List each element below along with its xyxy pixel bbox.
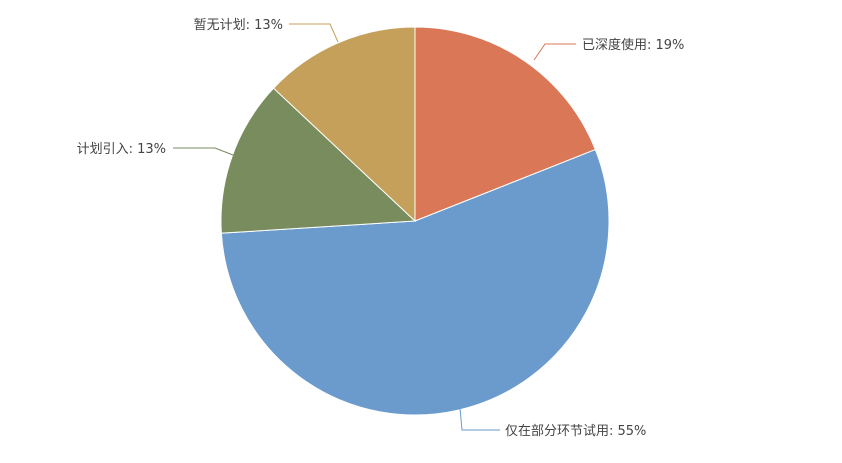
leader-line [173,147,234,156]
slice-label-partial-trial: 仅在部分环节试用: 55% [505,424,646,439]
slice-no-plan[interactable] [272,26,416,223]
slice-label-no-plan: 暂无计划: 13% [194,18,283,33]
slice-label-deep-use: 已深度使用: 19% [582,37,684,53]
leader-line [459,407,500,431]
leader-line [289,23,339,43]
leader-line [533,43,576,61]
slice-deep-use[interactable] [414,26,597,222]
slice-label-planned: 计划引入: 13% [77,142,166,157]
slice-partial-trial[interactable] [220,148,610,416]
